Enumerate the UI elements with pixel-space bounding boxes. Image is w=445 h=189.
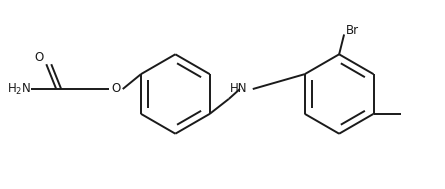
Text: HN: HN [231,81,248,94]
Text: O: O [111,81,121,94]
Text: O: O [35,51,44,64]
Text: Br: Br [346,24,359,37]
Text: H$_2$N: H$_2$N [7,81,32,97]
